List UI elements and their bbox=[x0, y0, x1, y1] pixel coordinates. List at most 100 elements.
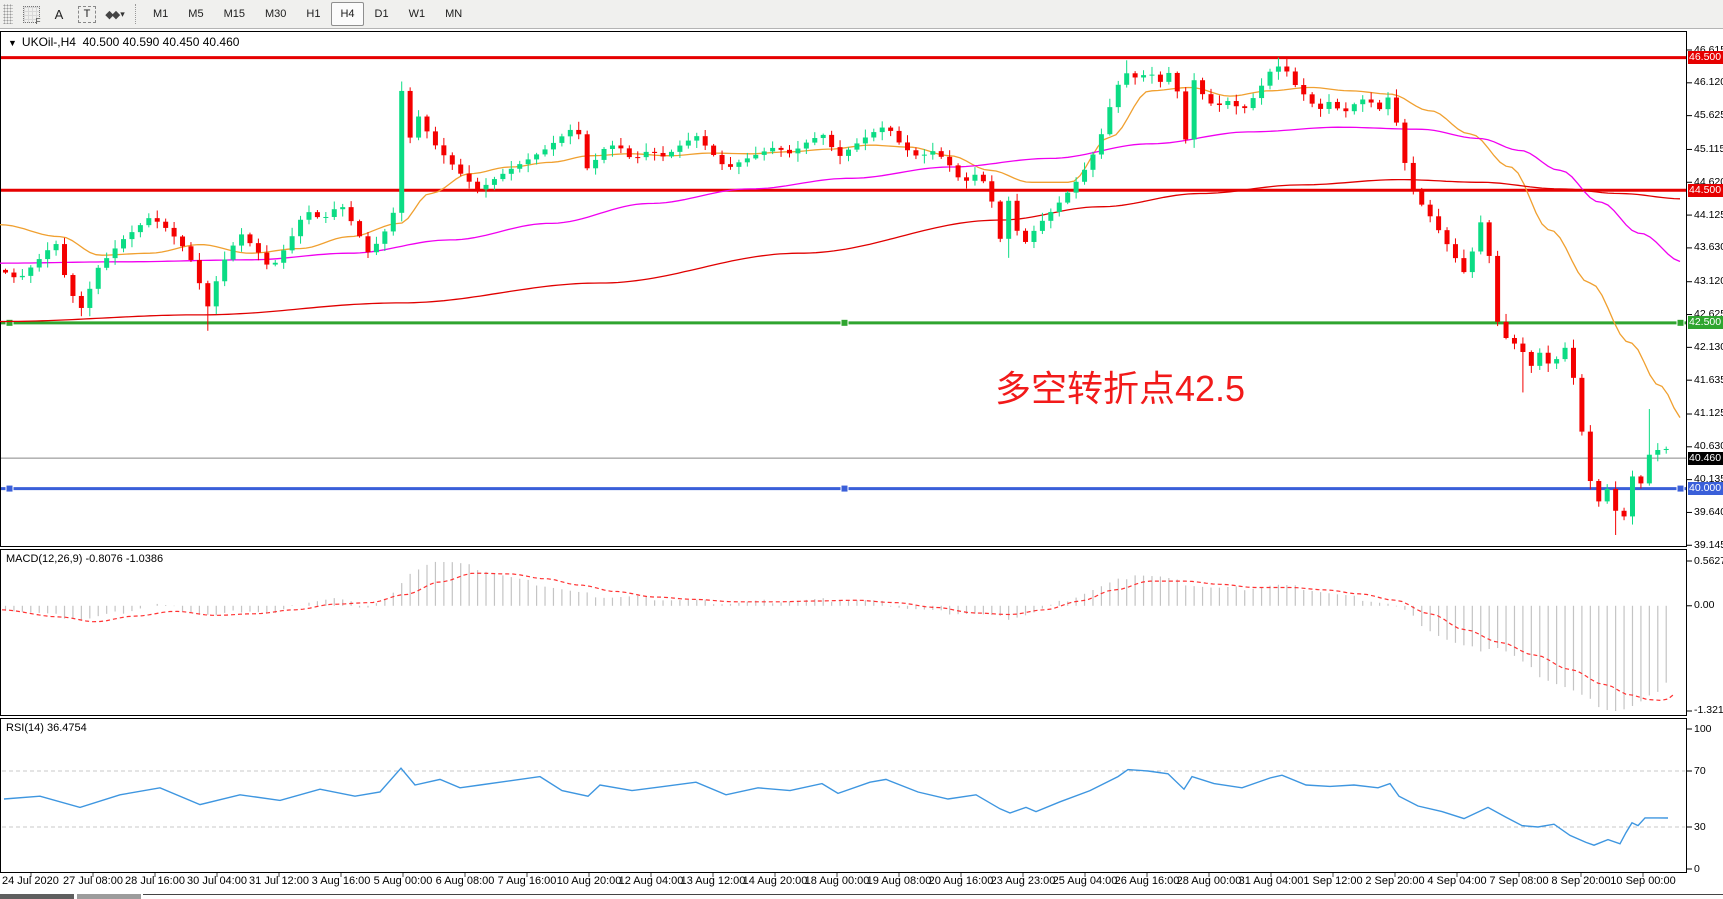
candle-body bbox=[517, 164, 523, 169]
candle-body bbox=[95, 267, 101, 289]
candle-body bbox=[1065, 192, 1071, 203]
candle-body bbox=[1655, 450, 1661, 455]
timeframe-button-d1[interactable]: D1 bbox=[374, 8, 389, 20]
candle-body bbox=[803, 142, 809, 149]
rsi-indicator-label: RSI(14) 36.4754 bbox=[6, 722, 87, 734]
candle-body bbox=[947, 156, 953, 166]
candle-body bbox=[1570, 347, 1576, 378]
candle-body bbox=[1031, 230, 1037, 242]
candle-body bbox=[677, 145, 683, 152]
candle-body bbox=[1469, 251, 1475, 273]
line-handle[interactable] bbox=[5, 484, 14, 493]
arrow-style-button[interactable]: ◆◆ ▾ bbox=[102, 2, 128, 26]
candle-body bbox=[846, 149, 851, 156]
text-label-button[interactable]: T bbox=[74, 2, 100, 26]
macd-panel[interactable] bbox=[0, 549, 1687, 716]
candle-body bbox=[905, 142, 911, 151]
dropdown-caret-icon[interactable]: ▾ bbox=[120, 8, 125, 19]
candle-body bbox=[989, 181, 995, 202]
main-price-panel[interactable] bbox=[0, 31, 1687, 547]
bottom-tab-strip bbox=[0, 894, 1723, 899]
timeframe-button-w1[interactable]: W1 bbox=[408, 8, 426, 20]
time-axis-label: 2 Sep 20:00 bbox=[1365, 875, 1425, 887]
candle-body bbox=[491, 179, 497, 185]
candles-up-group bbox=[19, 57, 1669, 525]
candle-body bbox=[239, 234, 245, 246]
text-annotation[interactable]: 多空转折点42.5 bbox=[995, 368, 1246, 409]
current-price-badge: 40.460 bbox=[1688, 451, 1723, 465]
time-axis-label: 19 Aug 08:00 bbox=[866, 875, 932, 887]
candle-body bbox=[1638, 476, 1644, 484]
rsi-tick-label: 70 bbox=[1694, 764, 1706, 777]
candle-body bbox=[1377, 102, 1383, 110]
timeframe-button-mn[interactable]: MN bbox=[445, 8, 463, 20]
candle-body bbox=[1233, 101, 1239, 107]
rsi-panel[interactable] bbox=[0, 718, 1687, 873]
candle-body bbox=[382, 231, 388, 244]
candle-body bbox=[727, 164, 733, 167]
candle-body bbox=[1478, 222, 1484, 252]
candle-body bbox=[264, 252, 270, 265]
timeframe-button-m1[interactable]: M1 bbox=[153, 8, 169, 20]
candle-body bbox=[601, 148, 607, 160]
chart-window[interactable]: ▼ UKOil-,H4 40.500 40.590 40.450 40.460 M… bbox=[0, 29, 1723, 899]
candle-body bbox=[365, 236, 371, 253]
candle-body bbox=[871, 132, 877, 138]
line-handle[interactable] bbox=[840, 318, 849, 327]
chart-tab[interactable] bbox=[0, 894, 74, 899]
candle-body bbox=[1309, 94, 1315, 104]
candle-body bbox=[652, 151, 658, 153]
price-tick-label: 43.630 bbox=[1694, 241, 1723, 254]
toolbar-grip-handle[interactable] bbox=[3, 4, 13, 24]
candle-body bbox=[213, 281, 219, 307]
candle-body bbox=[1301, 85, 1307, 95]
candle-body bbox=[1006, 200, 1012, 239]
chart-tab[interactable] bbox=[143, 894, 1723, 899]
timeframe-button-m15[interactable]: M15 bbox=[223, 8, 245, 20]
candle-body bbox=[626, 148, 632, 158]
price-tick-label: 44.125 bbox=[1694, 208, 1723, 221]
price-chart-canvas[interactable] bbox=[0, 29, 1723, 899]
text-label-icon: T bbox=[78, 5, 96, 23]
timeframe-button-m5[interactable]: M5 bbox=[188, 8, 204, 20]
candle-body bbox=[1267, 71, 1273, 86]
candle-body bbox=[964, 177, 970, 181]
candle-body bbox=[888, 127, 894, 131]
candle-body bbox=[1596, 481, 1602, 502]
line-handle[interactable] bbox=[1676, 318, 1685, 327]
time-axis-label: 30 Jul 04:00 bbox=[187, 875, 247, 887]
font-button[interactable]: A bbox=[46, 2, 72, 26]
price-tick-label: 45.625 bbox=[1694, 109, 1723, 122]
line-handle[interactable] bbox=[1676, 484, 1685, 493]
candle-body bbox=[62, 244, 68, 276]
candle-body bbox=[820, 134, 826, 139]
chart-shift-button[interactable]: F bbox=[18, 2, 44, 26]
slow-ma-line bbox=[0, 178, 1681, 323]
candle-body bbox=[331, 209, 337, 217]
candle-body bbox=[407, 90, 413, 138]
time-axis-label: 4 Sep 04:00 bbox=[1427, 875, 1487, 887]
candle-body bbox=[711, 145, 717, 155]
timeframe-button-m30[interactable]: M30 bbox=[264, 8, 287, 20]
candle-body bbox=[104, 258, 110, 268]
candle-body bbox=[323, 216, 329, 218]
candle-body bbox=[373, 243, 379, 253]
price-tick-label: 39.640 bbox=[1694, 505, 1723, 518]
symbol-dropdown-icon[interactable]: ▼ bbox=[8, 38, 17, 48]
line-handle[interactable] bbox=[5, 318, 14, 327]
candle-body bbox=[1562, 347, 1568, 360]
candle-body bbox=[1326, 101, 1332, 109]
chart-tab[interactable] bbox=[77, 894, 141, 899]
candle-body bbox=[584, 134, 590, 169]
candle-body bbox=[702, 136, 708, 146]
candle-body bbox=[1275, 66, 1281, 72]
candle-body bbox=[635, 157, 641, 159]
candle-body bbox=[441, 145, 447, 156]
time-axis-label: 7 Aug 16:00 bbox=[497, 875, 557, 887]
candle-body bbox=[281, 250, 287, 263]
line-handle[interactable] bbox=[840, 484, 849, 493]
timeframe-button-h1[interactable]: H1 bbox=[306, 8, 321, 20]
candle-body bbox=[778, 147, 784, 150]
timeframe-button-h4[interactable]: H4 bbox=[331, 2, 364, 26]
candle-body bbox=[972, 174, 978, 181]
